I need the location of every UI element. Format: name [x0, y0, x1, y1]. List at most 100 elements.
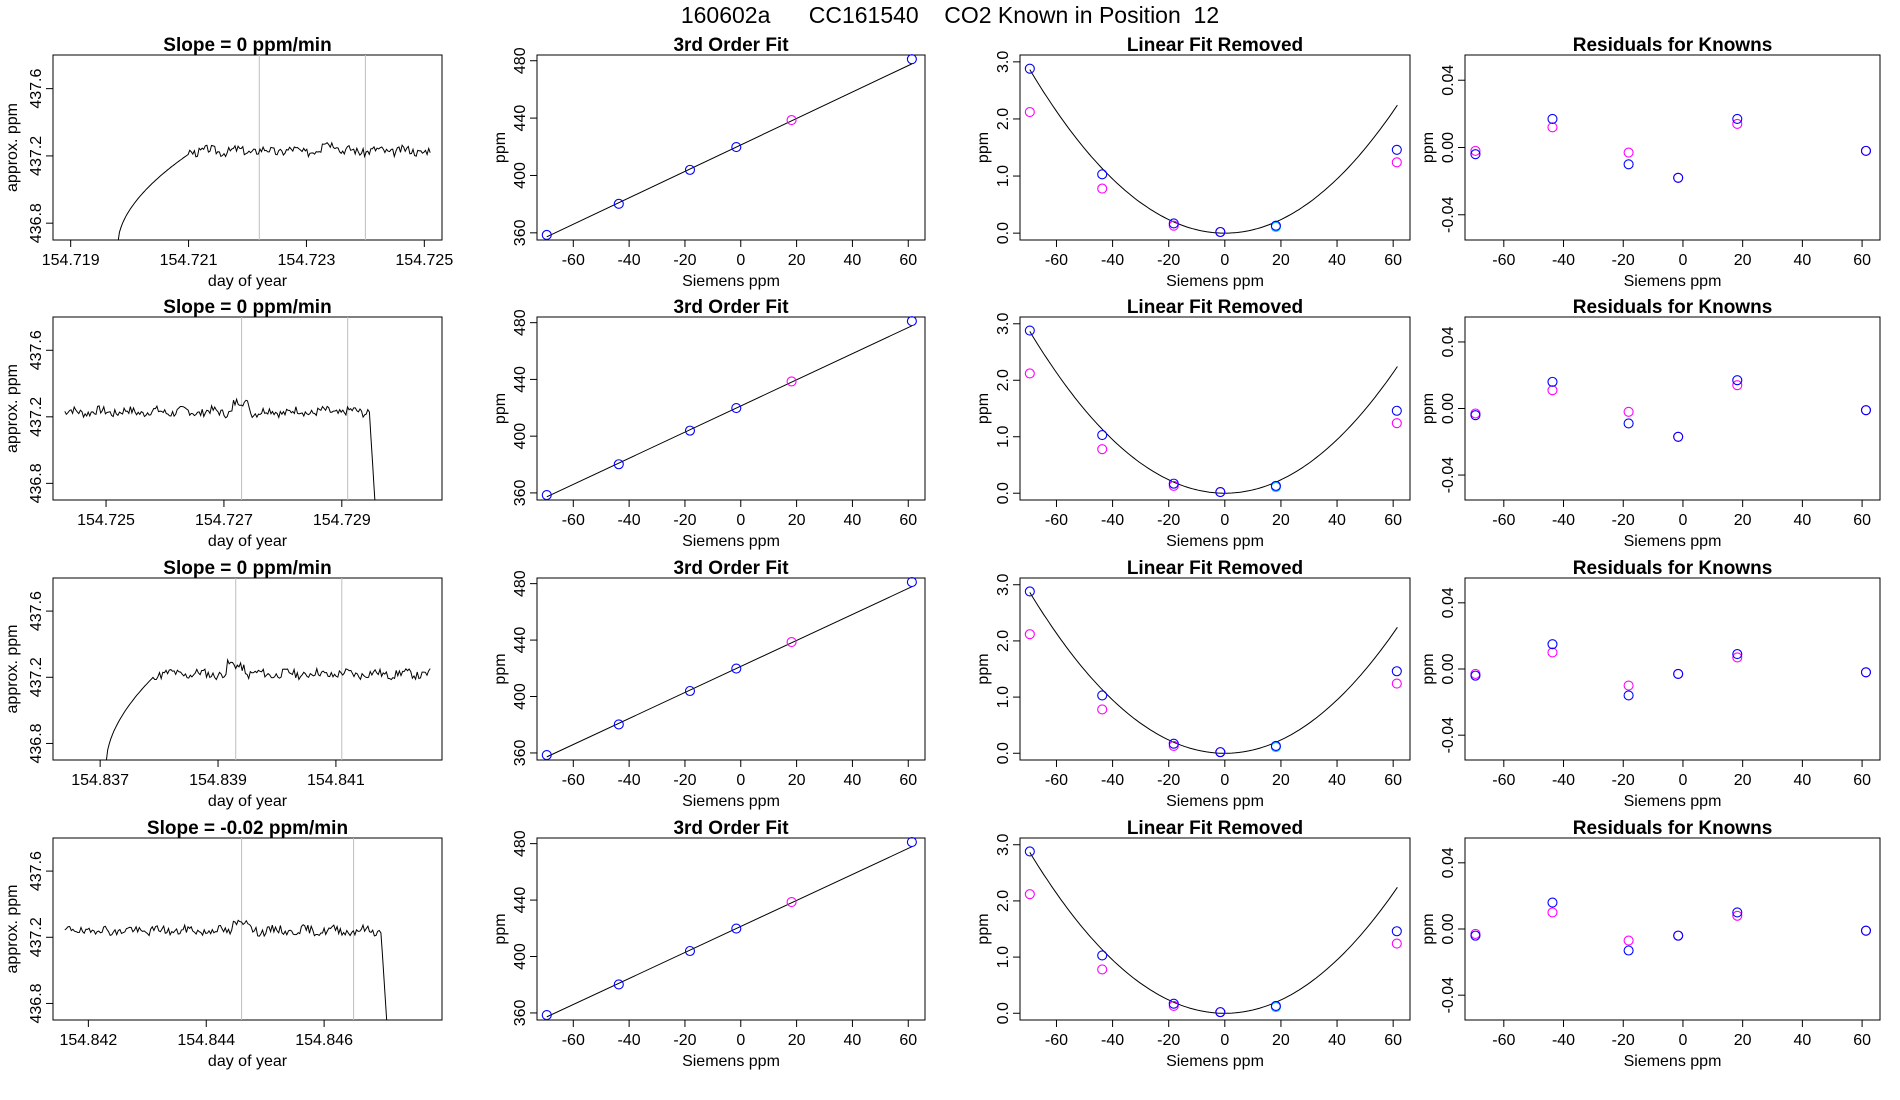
plot-frame [52, 54, 443, 241]
y-tick-label: 0.04 [1440, 65, 1457, 96]
data-point-blue [1097, 690, 1108, 701]
data-point-blue [1215, 747, 1226, 758]
plot-title: 3rd Order Fit [673, 818, 789, 839]
x-tick-label: -20 [1612, 512, 1635, 529]
y-axis-label: approx. ppm [4, 364, 21, 453]
x-axis-label: Siemens ppm [1166, 533, 1264, 550]
data-point-magenta [1623, 680, 1634, 691]
data-point-blue [1270, 220, 1281, 231]
y-tick-label: 0.0 [995, 1002, 1012, 1024]
y-tick-label: 2.0 [995, 630, 1012, 652]
x-axis-label: day of year [208, 793, 288, 810]
x-tick-label: 60 [899, 252, 917, 269]
plot-title: Residuals for Knowns [1573, 297, 1773, 318]
data-point-blue [1097, 429, 1108, 441]
fit-curve [1029, 592, 1398, 754]
plot-title: Residuals for Knowns [1573, 35, 1773, 56]
y-tick-label: 400 [512, 683, 529, 710]
x-tick-label: 154.723 [278, 252, 336, 269]
x-tick-label: 154.727 [195, 512, 253, 529]
x-axis-label: day of year [208, 273, 288, 290]
plot-title: 3rd Order Fit [673, 558, 789, 579]
fit-curve [1029, 852, 1398, 1014]
y-tick-label: 0.00 [1440, 653, 1457, 684]
plot-frame [536, 577, 926, 761]
data-point-blue [1168, 478, 1179, 489]
data-point-blue [684, 164, 696, 175]
data-point-blue [1623, 690, 1634, 701]
data-point-blue [1470, 149, 1481, 160]
x-tick-label: 40 [844, 1032, 862, 1049]
x-tick-label: 40 [1793, 512, 1811, 529]
x-tick-label: -40 [1552, 772, 1575, 789]
y-tick-label: 2.0 [995, 108, 1012, 130]
x-tick-label: 40 [1793, 772, 1811, 789]
plot-frame [1464, 316, 1881, 501]
y-tick-label: 437.2 [28, 657, 45, 697]
x-tick-label: 60 [1853, 252, 1871, 269]
data-point-magenta [1391, 678, 1402, 689]
x-tick-label: 20 [788, 512, 806, 529]
x-tick-label: -40 [618, 772, 641, 789]
y-tick-label: -0.04 [1440, 196, 1457, 233]
data-point-magenta [1391, 938, 1402, 949]
y-tick-label: 360 [512, 740, 529, 767]
x-tick-label: -60 [1492, 252, 1515, 269]
data-point-blue [1547, 113, 1558, 124]
x-tick-label: -20 [673, 1032, 696, 1049]
data-point-blue [1097, 169, 1108, 180]
data-point-blue [613, 198, 624, 209]
plot-title: Residuals for Knowns [1573, 818, 1773, 839]
y-tick-label: 1.0 [995, 165, 1012, 187]
data-point-blue [1024, 846, 1035, 857]
y-tick-label: 0.0 [995, 742, 1012, 764]
x-tick-label: -20 [1157, 252, 1180, 269]
x-tick-label: -60 [1045, 772, 1068, 789]
x-tick-label: 0 [1678, 772, 1687, 789]
y-axis-label: ppm [492, 913, 509, 944]
plot-frame [52, 316, 443, 501]
x-tick-label: 0 [736, 252, 745, 269]
x-tick-label: 0 [1678, 252, 1687, 269]
data-point-blue [1860, 405, 1872, 416]
data-point-blue [1024, 586, 1035, 597]
y-tick-label: 0.0 [995, 222, 1012, 244]
data-point-blue [1168, 998, 1179, 1009]
fit-curve [546, 63, 913, 238]
data-point-magenta [786, 376, 797, 387]
x-tick-label: -60 [1045, 512, 1068, 529]
data-point-blue [1391, 405, 1402, 416]
y-tick-label: 437.6 [28, 330, 45, 370]
y-tick-label: -0.04 [1440, 977, 1457, 1014]
x-tick-label: 154.725 [395, 252, 453, 269]
data-point-blue [1860, 145, 1872, 156]
data-point-blue [1097, 950, 1108, 961]
y-tick-label: 440 [512, 105, 529, 132]
data-point-blue [906, 54, 917, 65]
data-point-magenta [1623, 935, 1634, 946]
y-tick-label: 437.2 [28, 397, 45, 437]
plot-frame [1019, 316, 1411, 501]
x-tick-label: -60 [1492, 772, 1515, 789]
y-tick-label: 1.0 [995, 426, 1012, 448]
x-axis-label: Siemens ppm [1624, 1053, 1722, 1070]
y-tick-label: 437.6 [28, 69, 45, 109]
x-tick-label: -20 [1612, 252, 1635, 269]
data-point-magenta [1391, 157, 1402, 168]
x-tick-label: -20 [1157, 512, 1180, 529]
x-tick-label: 154.839 [189, 772, 247, 789]
x-tick-label: 20 [1734, 252, 1752, 269]
data-point-magenta [1024, 629, 1035, 640]
data-point-magenta [1097, 444, 1108, 455]
x-tick-label: 0 [736, 1032, 745, 1049]
data-point-blue [731, 142, 742, 153]
y-tick-label: 0.04 [1440, 587, 1457, 618]
data-point-blue [1215, 1007, 1226, 1018]
concentration-trace [64, 919, 388, 1020]
data-point-blue [541, 229, 552, 241]
x-tick-label: -60 [562, 772, 585, 789]
data-point-blue [906, 316, 917, 327]
y-tick-label: 0.04 [1440, 326, 1457, 357]
y-tick-label: 400 [512, 162, 529, 189]
